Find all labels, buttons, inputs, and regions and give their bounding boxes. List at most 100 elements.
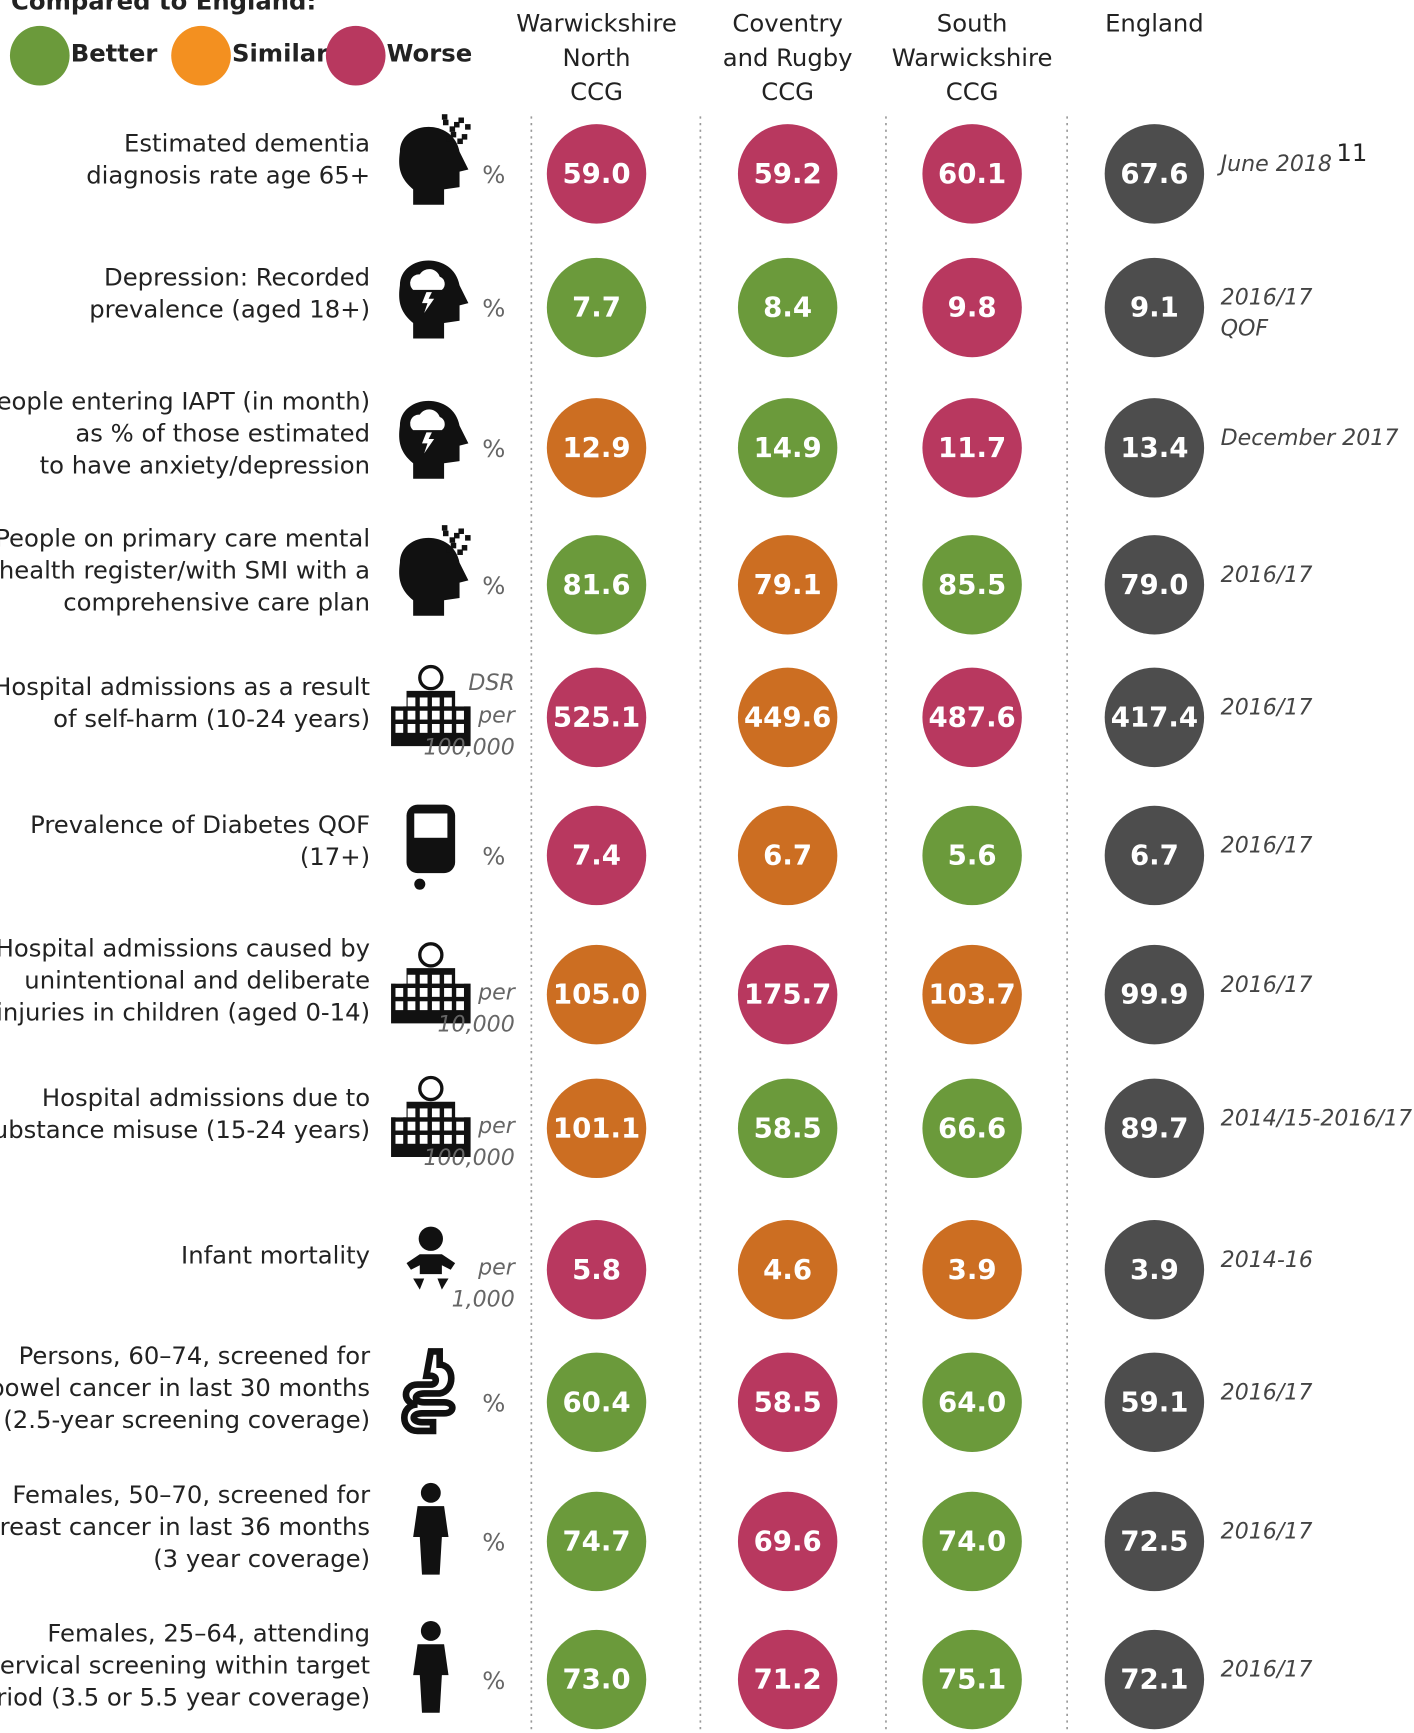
note-ref: 11: [1336, 138, 1367, 167]
icon-window: [456, 1134, 464, 1144]
value-circle: [922, 805, 1022, 906]
icon-window: [419, 988, 428, 997]
icon-pixel: [461, 134, 468, 140]
england-label: 3.9: [1130, 1253, 1179, 1286]
value-circle: [737, 257, 838, 358]
icon-window: [407, 723, 416, 733]
england-label: 9.1: [1130, 291, 1179, 324]
england-label: 89.7: [1120, 1111, 1188, 1144]
icon-pixel: [450, 131, 457, 138]
icon-person-body: [413, 1644, 449, 1713]
icon-window: [456, 1108, 464, 1118]
icon-cross: [418, 664, 444, 691]
value-label: 58.5: [754, 1385, 822, 1418]
row-label: (17+): [300, 842, 370, 871]
legend-label: Worse: [387, 39, 473, 68]
value-circle: [737, 535, 838, 635]
date-note: 2016/17: [1221, 562, 1313, 588]
row-label: Depression: Recorded: [104, 262, 370, 291]
unit: 10,000: [438, 1012, 515, 1038]
icon-window: [431, 710, 440, 720]
icon-person-head: [420, 1621, 441, 1641]
icon-window: [431, 1121, 440, 1131]
unit: %: [482, 842, 505, 871]
icon-window: [444, 1108, 452, 1118]
unit: %: [482, 434, 505, 463]
value-circle: [546, 1629, 647, 1730]
icon-window: [395, 710, 404, 720]
icon-window: [407, 974, 416, 984]
value-circle: [922, 535, 1022, 635]
value-circle: [737, 1629, 838, 1730]
unit: %: [482, 1528, 505, 1557]
icon: [399, 525, 471, 616]
value-label: 58.5: [754, 1111, 822, 1144]
icon-pixel: [454, 121, 460, 128]
value-label: 59.2: [754, 157, 822, 190]
icon-screen: [414, 813, 448, 838]
value-circle: [922, 1220, 1022, 1320]
row-label: period (3.5 or 5.5 year coverage): [0, 1682, 370, 1711]
icon-window: [395, 1108, 404, 1118]
unit: per: [477, 702, 517, 728]
icon: [413, 1482, 449, 1575]
value-circle: [922, 257, 1022, 358]
column-header: North: [563, 43, 631, 72]
icon: [406, 1226, 456, 1290]
legend-swatch: [171, 25, 231, 86]
value-label: 487.6: [928, 700, 1015, 733]
england-circle: [1104, 805, 1205, 906]
england-label: 13.4: [1120, 431, 1188, 464]
column-header: Warwickshire: [516, 9, 677, 38]
icon-baby-body: [406, 1254, 456, 1290]
row-label: of self-harm (10-24 years): [53, 704, 370, 733]
icon-window: [419, 1134, 428, 1144]
value-circle: [546, 124, 647, 224]
icon-window: [444, 723, 452, 733]
date-note: QOF: [1221, 316, 1269, 342]
icon-pixel: [465, 535, 471, 541]
icon-pixel: [461, 545, 468, 551]
icon-window: [444, 1121, 452, 1131]
icon-gut: [401, 1348, 456, 1435]
row-label: Females, 50–70, screened for: [12, 1480, 370, 1509]
icon-window: [395, 1001, 404, 1011]
row-label: as % of those estimated: [75, 419, 370, 448]
value-label: 69.6: [754, 1525, 822, 1558]
value-circle: [737, 1352, 838, 1452]
icon-window: [431, 1108, 440, 1118]
value-circle: [737, 944, 838, 1045]
value-label: 3.9: [948, 1253, 997, 1286]
row-label: health register/with SMI with a: [0, 556, 370, 585]
value-circle: [546, 944, 647, 1045]
icon-pixel: [454, 532, 460, 539]
value-label: 79.1: [754, 568, 822, 601]
value-circle: [922, 124, 1022, 224]
icon-window: [456, 1121, 464, 1131]
row-label: Hospital admissions caused by: [0, 933, 370, 962]
value-label: 75.1: [938, 1663, 1006, 1696]
icon-window: [419, 1108, 428, 1118]
icon-window: [444, 710, 452, 720]
england-label: 6.7: [1130, 839, 1179, 872]
icon-drop: [414, 878, 426, 890]
row-label: Hospital admissions as a result: [0, 672, 370, 701]
icon-window: [407, 988, 416, 997]
header-title: Compared to England:: [11, 0, 316, 16]
icon-pixel: [446, 547, 452, 553]
icon-window: [419, 697, 428, 707]
column-header: CCG: [761, 77, 814, 106]
england-circle: [1104, 1220, 1205, 1320]
icon-pixel: [441, 114, 448, 120]
legend-swatch: [9, 25, 70, 86]
icon-window: [444, 988, 452, 997]
icon-pixel: [442, 119, 449, 126]
column-header: CCG: [946, 77, 999, 106]
icon-pixel: [450, 542, 457, 549]
value-circle: [546, 667, 647, 768]
england-circle: [1104, 1629, 1205, 1730]
date-note: 2016/17: [1221, 1657, 1313, 1683]
icon-pixel: [465, 124, 471, 130]
value-label: 60.1: [938, 157, 1006, 190]
value-circle: [737, 1491, 838, 1592]
